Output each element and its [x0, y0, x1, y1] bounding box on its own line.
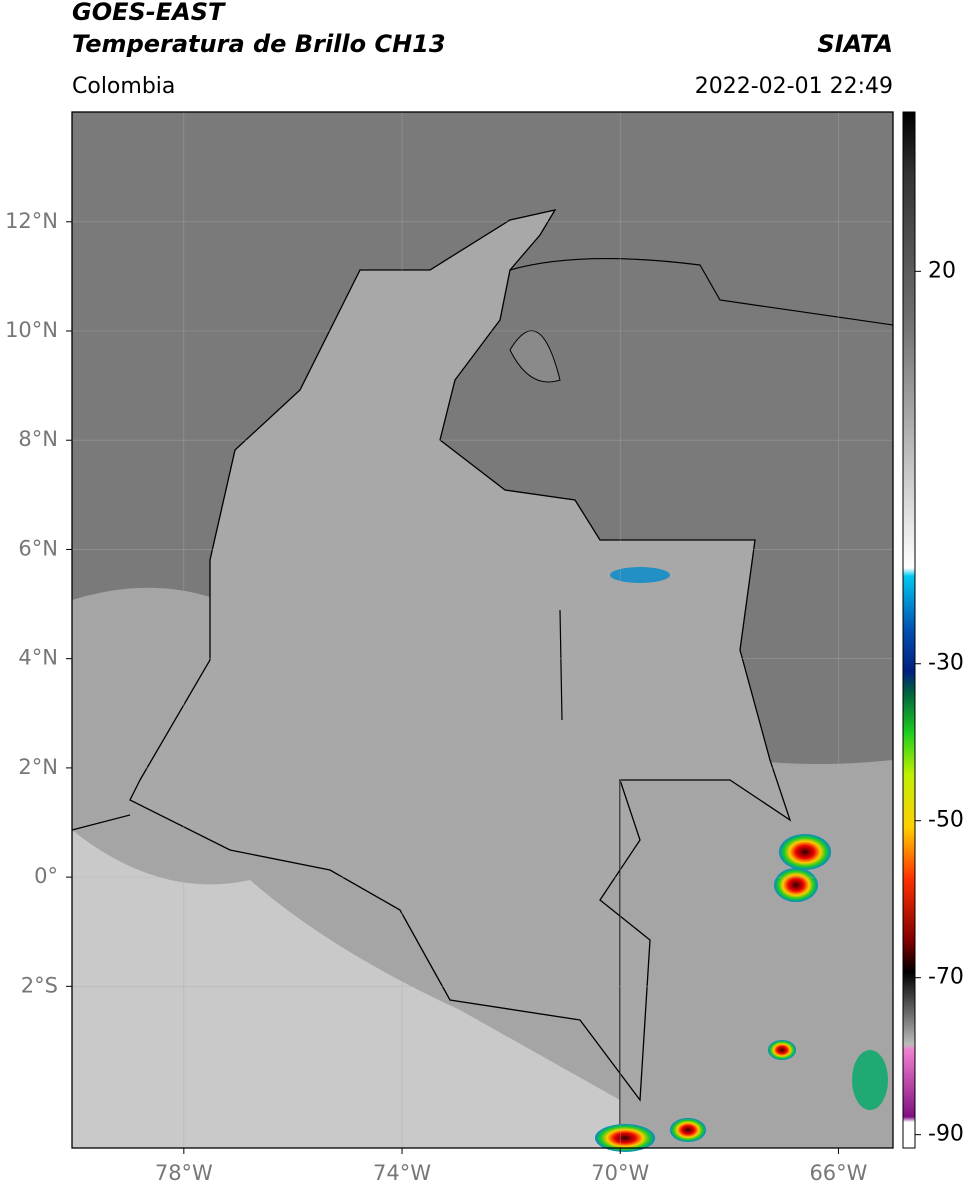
map — [71, 112, 894, 1152]
x-tick-label: 78°W — [155, 1161, 213, 1185]
map-frame — [71, 111, 894, 1149]
colorbar-tick-label: -50 — [928, 808, 964, 833]
y-tick-label: 8°N — [18, 427, 58, 451]
storm-cell — [779, 834, 831, 870]
y-tick-label: 6°N — [18, 536, 58, 560]
title: GOES-EAST — [72, 0, 226, 26]
x-tick-label: 70°W — [591, 1161, 649, 1185]
x-tick-label: 74°W — [373, 1161, 431, 1185]
coast — [509, 257, 894, 326]
storm-cell — [670, 1118, 706, 1142]
grid — [72, 112, 893, 1148]
colorbar-tick-label: -30 — [928, 651, 964, 676]
storm-cell — [595, 1124, 655, 1152]
region: Colombia — [72, 74, 175, 99]
storm-cell — [852, 1050, 888, 1110]
clouds — [72, 830, 620, 1148]
storm-cell — [768, 1040, 796, 1060]
colorbar — [902, 111, 916, 1149]
y-tick-label: 4°N — [18, 646, 58, 670]
y-tick-label: 0° — [34, 864, 58, 888]
x-tick-label: 66°W — [809, 1161, 867, 1185]
colorbar-tick-label: -90 — [928, 1122, 964, 1147]
y-tick-label: 2°S — [21, 973, 58, 997]
timestamp: 2022-02-01 22:49 — [695, 74, 893, 99]
storm-cell — [774, 868, 818, 902]
storm-cell — [610, 567, 670, 583]
colorbar-tick-label: -70 — [928, 965, 964, 990]
subtitle: Temperatura de Brillo CH13 — [72, 30, 446, 58]
colombia — [129, 209, 792, 1102]
lake — [509, 330, 561, 383]
y-tick-label: 2°N — [18, 755, 58, 779]
ticks: 78°W 74°W 70°W 66°W 12°N 10°N 8°N 6°N 4°N 2°N 0° 2°… — [5, 209, 964, 1185]
y-tick-label: 10°N — [5, 318, 58, 342]
source: SIATA — [817, 30, 893, 58]
y-tick-label: 12°N — [5, 209, 58, 233]
colorbar-tick-label: 20 — [928, 258, 956, 283]
